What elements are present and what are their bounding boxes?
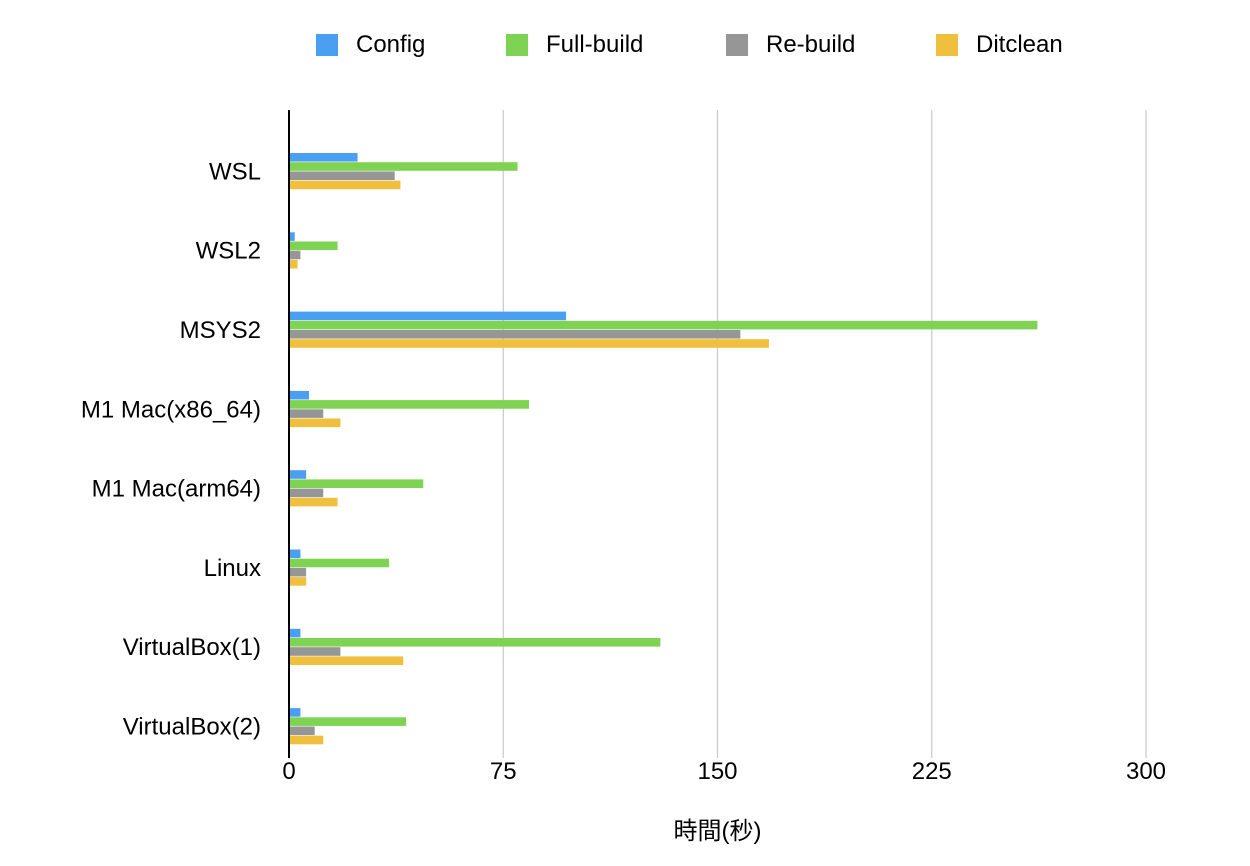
category-label-0: WSL xyxy=(209,158,261,185)
legend-swatch-full-build xyxy=(506,34,528,56)
category-label-7: VirtualBox(2) xyxy=(123,714,261,741)
gridlines xyxy=(502,110,1147,758)
bar-ditclean-7 xyxy=(290,735,324,745)
bar-config-5 xyxy=(290,549,301,559)
category-label-5: Linux xyxy=(204,555,261,582)
bar-full-build-7 xyxy=(290,717,407,726)
bar-full-build-5 xyxy=(290,558,389,568)
bar-re-build-2 xyxy=(290,330,741,339)
bar-config-6 xyxy=(290,628,301,638)
legend-swatch-config xyxy=(316,34,338,56)
bar-ditclean-3 xyxy=(290,418,341,428)
legend-label-ditclean: Ditclean xyxy=(976,31,1063,58)
bar-full-build-0 xyxy=(290,162,518,171)
bar-full-build-4 xyxy=(290,479,424,488)
bars xyxy=(290,153,1038,745)
bar-ditclean-4 xyxy=(290,497,338,507)
bar-full-build-2 xyxy=(290,320,1038,330)
category-label-3: M1 Mac(x86_64) xyxy=(81,396,261,423)
bar-re-build-5 xyxy=(290,567,307,577)
category-labels: WSL WSL2 MSYS2 M1 Mac(x86_64) M1 Mac(arm64) L… xyxy=(81,158,261,740)
category-label-1: WSL2 xyxy=(196,238,261,265)
bar-re-build-7 xyxy=(290,726,315,736)
bar-ditclean-6 xyxy=(290,656,404,665)
legend-item-re-build[interactable]: Re-build xyxy=(726,28,855,62)
bar-config-2 xyxy=(290,311,567,321)
bar-config-4 xyxy=(290,470,307,479)
legend-item-config[interactable]: Config xyxy=(316,28,425,62)
bar-re-build-1 xyxy=(290,250,301,260)
legend-item-full-build[interactable]: Full-build xyxy=(506,28,643,62)
bar-re-build-6 xyxy=(290,647,341,656)
x-tick-label-75: 75 xyxy=(490,758,517,785)
bar-config-1 xyxy=(290,232,295,241)
legend-swatch-ditclean xyxy=(936,34,958,56)
x-axis-title: 時間(秒) xyxy=(674,818,762,845)
bar-ditclean-1 xyxy=(290,259,298,269)
bar-re-build-3 xyxy=(290,409,324,418)
bar-ditclean-0 xyxy=(290,180,401,190)
legend: Config Full-build Re-build Ditclean xyxy=(0,28,1250,62)
x-tick-labels: 0 75 150 225 300 xyxy=(282,758,1166,785)
x-tick-label-300: 300 xyxy=(1126,758,1166,785)
legend-label-config: Config xyxy=(356,31,426,58)
legend-swatch-re-build xyxy=(726,34,748,56)
bar-ditclean-2 xyxy=(290,339,769,348)
legend-label-full-build: Full-build xyxy=(546,31,644,58)
bar-full-build-3 xyxy=(290,400,529,409)
category-label-6: VirtualBox(1) xyxy=(123,634,261,661)
x-tick-label-225: 225 xyxy=(912,758,952,785)
legend-label-re-build: Re-build xyxy=(766,31,856,58)
legend-item-ditclean[interactable]: Ditclean xyxy=(936,28,1063,62)
bar-config-3 xyxy=(290,390,309,400)
bar-full-build-6 xyxy=(290,638,661,647)
x-tick-label-0: 0 xyxy=(282,758,295,785)
category-label-2: MSYS2 xyxy=(180,317,261,344)
bar-ditclean-5 xyxy=(290,577,307,586)
bar-config-0 xyxy=(290,153,358,162)
category-label-4: M1 Mac(arm64) xyxy=(92,476,261,503)
bar-re-build-4 xyxy=(290,488,324,498)
bar-full-build-1 xyxy=(290,241,338,251)
bar-re-build-0 xyxy=(290,171,395,180)
bar-config-7 xyxy=(290,708,301,717)
x-tick-label-150: 150 xyxy=(697,758,737,785)
